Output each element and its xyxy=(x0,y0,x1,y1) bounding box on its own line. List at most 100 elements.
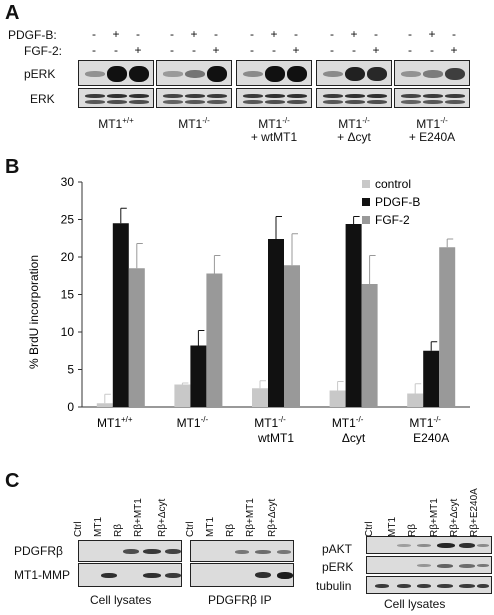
perk-band xyxy=(401,71,421,77)
pdgf-sign: + xyxy=(112,27,120,41)
erk-band xyxy=(401,100,421,104)
perk-band xyxy=(185,69,205,79)
perk-band xyxy=(129,66,149,82)
pdgfrb-label: PDGFRβ xyxy=(14,544,63,558)
erk-band xyxy=(107,94,127,98)
lane-label-lysate: Ctrl xyxy=(73,521,84,537)
erk-band xyxy=(401,94,421,98)
erk-blot xyxy=(316,88,392,108)
pdgf-sign: - xyxy=(92,27,96,41)
caption-ip: PDGFRβ IP xyxy=(208,593,272,607)
perk-blot xyxy=(236,60,312,86)
pdgf-sign: - xyxy=(170,27,174,41)
pdgfrb-ip-blot-band xyxy=(277,550,291,554)
panel-a-letter: A xyxy=(5,2,20,24)
group-label-genotype: -/- xyxy=(362,116,370,125)
erk-band xyxy=(423,100,443,104)
erk-band xyxy=(207,100,227,104)
bar-control xyxy=(96,403,113,407)
erk-band xyxy=(185,94,205,98)
erk-band xyxy=(323,100,343,104)
perk-band xyxy=(345,66,365,82)
bar-fgf-2 xyxy=(439,247,456,407)
legend-swatch xyxy=(362,216,370,224)
pdgfrb-ip-blot xyxy=(190,540,294,562)
tubulin-blot xyxy=(366,576,492,594)
pdgfrb-lysate-blot xyxy=(78,540,182,562)
perk-band xyxy=(207,66,227,82)
lane-label-lysate: MT1 xyxy=(93,517,104,537)
bar-fgf-2 xyxy=(284,265,300,407)
group-label-genotype: -/- xyxy=(202,116,210,125)
erk-band xyxy=(185,100,205,104)
lane-label-ip: Rβ+MT1 xyxy=(245,498,256,537)
erk-band xyxy=(107,100,127,104)
bar-pdgf-b xyxy=(112,223,129,407)
bar-fgf-2 xyxy=(206,273,223,407)
perk-band xyxy=(163,71,183,77)
fgf-sign: - xyxy=(408,43,412,57)
lane-label-ip: MT1 xyxy=(205,517,216,537)
erk-band xyxy=(287,100,307,104)
x-group-label: MT1-/- xyxy=(332,415,364,430)
erk-band xyxy=(243,100,263,104)
erk-blot xyxy=(236,88,312,108)
pdgfrb-ip-blot-band xyxy=(235,550,249,554)
x-group-label: MT1+/+ xyxy=(97,415,133,430)
y-tick-label: 25 xyxy=(61,213,75,227)
bar-pdgf-b xyxy=(423,350,440,407)
erk-band xyxy=(129,100,149,104)
fgf-sign: - xyxy=(352,43,356,57)
group-label-genotype: -/- xyxy=(282,116,290,125)
bar-fgf-2 xyxy=(128,268,145,407)
legend-label: FGF-2 xyxy=(375,213,410,227)
pdgf-sign: - xyxy=(452,27,456,41)
perk-band xyxy=(445,67,465,81)
pakt-blot-band xyxy=(417,544,431,547)
lane-label-ip: Ctrl xyxy=(185,521,196,537)
caption-cell-lysates-left: Cell lysates xyxy=(90,593,152,607)
pdgf-sign: - xyxy=(330,27,334,41)
mt1mmp-lysate-blot-band xyxy=(101,573,117,578)
erk-band xyxy=(445,100,465,104)
perk-c-label: pERK xyxy=(322,560,354,574)
perk-c-blot-band xyxy=(417,564,431,567)
group-label-genotype: -/- xyxy=(440,116,448,125)
erk-band xyxy=(243,94,263,98)
tubulin-blot-band xyxy=(459,584,475,588)
perk-band xyxy=(265,66,285,82)
y-tick-label: 30 xyxy=(61,175,75,189)
pdgf-sign: - xyxy=(214,27,218,41)
fgf-sign: - xyxy=(114,43,118,57)
fgf-sign: + xyxy=(372,43,380,57)
y-tick-label: 15 xyxy=(61,288,75,302)
erk-band xyxy=(163,94,183,98)
lane-label-right: Rβ+E240A xyxy=(469,488,480,537)
perk-blot xyxy=(316,60,392,86)
pdgfrb-lysate-blot-band xyxy=(123,549,139,554)
pdgf-sign: - xyxy=(408,27,412,41)
fgf-row-label: FGF-2: xyxy=(24,44,62,58)
x-group-label: MT1-/- xyxy=(177,415,209,430)
group-label: MT1-/- xyxy=(154,114,234,131)
fgf-sign: + xyxy=(292,43,300,57)
erk-band xyxy=(423,94,443,98)
x-group-label: MT1-/- xyxy=(254,415,286,430)
group-label-text: MT1 xyxy=(98,117,123,131)
erk-blot xyxy=(78,88,154,108)
mt1mmp-lysate-blot-band xyxy=(143,573,161,578)
y-tick-label: 20 xyxy=(61,250,75,264)
tubulin-label: tubulin xyxy=(316,579,352,593)
perk-band xyxy=(85,71,105,77)
mt1mmp-label: MT1-MMP xyxy=(14,568,70,582)
erk-band xyxy=(367,100,387,104)
y-tick-label: 0 xyxy=(67,400,74,414)
bar-control xyxy=(252,388,268,407)
pakt-blot-band xyxy=(459,543,475,548)
erk-band xyxy=(445,94,465,98)
lane-label-right: MT1 xyxy=(387,517,398,537)
fgf-sign: - xyxy=(170,43,174,57)
x-group-sublabel: E240A xyxy=(413,431,449,445)
pdgfrb-lysate-blot-band xyxy=(143,549,161,554)
perk-band xyxy=(367,66,387,82)
